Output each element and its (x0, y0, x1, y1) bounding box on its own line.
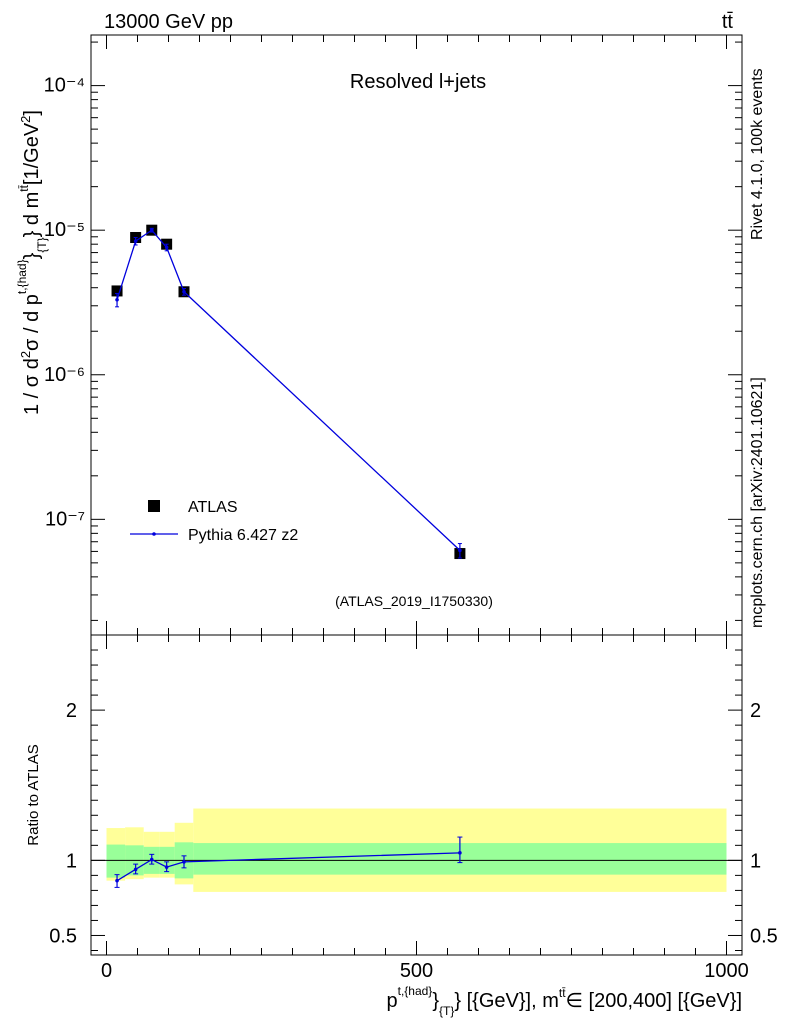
atlas-point (111, 285, 123, 297)
main-panel: 10⁻⁷ 10⁻⁶ 10⁻⁵ 10⁻⁴ Resolved l+jets (ATLAS_… (15, 34, 743, 636)
pythia-point (115, 297, 119, 302)
ratio-y-tick-label-right: 2 (750, 700, 761, 722)
ratio-point (458, 851, 462, 855)
ratio-point (133, 867, 138, 872)
x-axis-label: pt,{had}}{T}} [{GeV}], mtt̄∈ [200,400] [… (386, 984, 742, 1018)
ratio-y-tick-label-right: 1 (750, 850, 761, 872)
pythia-point (182, 289, 186, 294)
ratio-ticks (91, 634, 742, 955)
energy-label: 13000 GeV pp (104, 11, 233, 33)
ratio-line (116, 852, 460, 882)
main-frame (90, 34, 743, 636)
ratio-panel: 0.5 0.5 1 1 2 2 0 500 1000 Ratio to ATLAS pt,{ha… (25, 634, 778, 1018)
x-tick-label: 1000 (704, 960, 749, 982)
ratio-y-tick-label: 2 (66, 700, 77, 722)
main-ticks (91, 35, 742, 635)
main-y-tick-label: 10⁻⁶ (44, 364, 85, 386)
ratio-tick-labels: 0.5 0.5 1 1 2 2 0 500 1000 (49, 700, 778, 982)
x-tick-label: 0 (101, 960, 112, 982)
process-label: tt̄ (722, 11, 734, 33)
pythia-point (458, 548, 462, 553)
legend-label-pythia: Pythia 6.427 z2 (188, 527, 298, 544)
pythia-point (164, 245, 169, 250)
pythia-point (133, 239, 138, 243)
ratio-point (164, 865, 169, 869)
pythia-point (149, 228, 154, 232)
ratio-y-tick-label: 0.5 (49, 925, 77, 947)
x-tick-label: 500 (400, 960, 433, 982)
legend-marker-atlas (148, 500, 160, 512)
ratio-point (182, 860, 186, 864)
rivet-label: Rivet 4.1.0, 100k events (749, 68, 766, 240)
main-marks (111, 224, 466, 560)
mcplots-label: mcplots.cern.ch [arXiv:2401.10621] (749, 377, 766, 628)
main-y-tick-label: 10⁻⁷ (45, 508, 85, 530)
ratio-point (149, 857, 154, 862)
ratio-frame (90, 634, 743, 956)
ratio-marks (114, 836, 463, 888)
legend-marker-pythia (152, 532, 156, 536)
ratio-y-axis-label: Ratio to ATLAS (25, 744, 42, 845)
chart-title: Resolved l+jets (350, 71, 486, 93)
ratio-y-tick-label-right: 0.5 (750, 925, 778, 947)
ratio-y-tick-label: 1 (66, 850, 77, 872)
main-y-tick-label: 10⁻⁴ (44, 75, 85, 97)
analysis-label: (ATLAS_2019_I1750330) (335, 593, 493, 609)
ratio-band-inner (106, 844, 126, 878)
legend: ATLAS Pythia 6.427 z2 (130, 499, 298, 544)
svg-text:pt,{had}}{T}} [{GeV}], mtt̄∈ [: pt,{had}}{T}} [{GeV}], mtt̄∈ [200,400] [… (386, 984, 742, 1018)
ratio-point (115, 878, 119, 883)
legend-label-atlas: ATLAS (188, 499, 238, 516)
pythia-line (116, 229, 461, 551)
main-tick-labels: 10⁻⁷ 10⁻⁶ 10⁻⁵ 10⁻⁴ (44, 75, 85, 531)
main-y-tick-label: 10⁻⁵ (44, 219, 85, 241)
ratio-bands (106, 808, 727, 892)
